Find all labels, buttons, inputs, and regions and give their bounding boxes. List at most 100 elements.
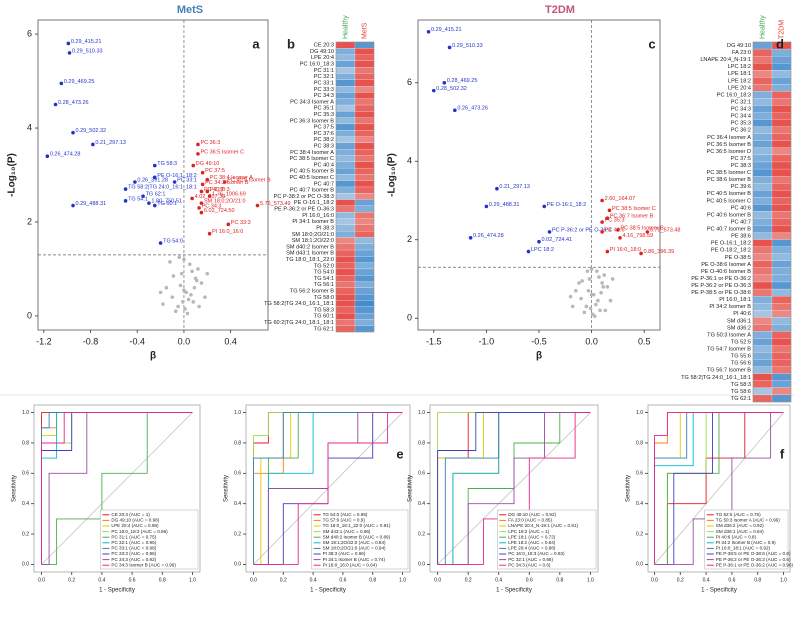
heatmap-cell xyxy=(771,267,792,276)
ns-point xyxy=(568,294,573,299)
ns-point xyxy=(600,281,604,285)
row-label: SM 18:1;2O/22:0 xyxy=(292,238,334,244)
legend-label: LPE 20:4 (AUC = 0.88) xyxy=(508,546,556,551)
row-label: PC 36:4 Isomer A xyxy=(707,135,751,141)
row-label: PE 38:6 xyxy=(731,234,751,240)
ns-point xyxy=(178,283,183,288)
row-label: SM d40:2 Isomer B xyxy=(286,244,334,250)
point-label: PC 38:4 Isomer A xyxy=(210,175,253,181)
heatmap-cell xyxy=(335,275,356,282)
heatmap-cell xyxy=(335,256,356,263)
roc-curve xyxy=(654,412,784,565)
sig-point xyxy=(91,142,95,147)
legend-label: SM 18:1;2O/22:0 (AUC = 0.84) xyxy=(323,540,386,545)
row-label: LPC 18:2 xyxy=(728,64,751,70)
heatmap-cell xyxy=(752,218,773,226)
row-label: PC 34:3 xyxy=(731,107,751,113)
heatmap-cell xyxy=(335,117,356,125)
row-label: PE O-16:1_18:2 xyxy=(294,200,334,206)
sig-point xyxy=(59,81,64,86)
heatmap-cell xyxy=(335,98,356,106)
x-tick-label: 0.0 xyxy=(585,336,598,346)
heatmap-cell xyxy=(752,260,773,268)
legend-label: PI 16:0_18:1 (AUC = 0.92) xyxy=(716,546,771,551)
row-label: TG 52:0 xyxy=(314,263,334,269)
point-label: 1.80_750.51 xyxy=(151,199,182,205)
y-tick-label: 1.0 xyxy=(636,410,643,416)
heatmap-cell xyxy=(752,281,773,290)
ns-point xyxy=(187,262,192,267)
heatmap-cell xyxy=(771,183,792,191)
heatmap-cell xyxy=(771,140,792,148)
heatmap-cell xyxy=(771,296,792,304)
y-tick-label: 0.8 xyxy=(22,440,29,446)
point-label: 0.21_297.13 xyxy=(499,184,530,190)
point-label: 0.26_391.28 xyxy=(137,177,168,183)
column-label: MetS xyxy=(361,22,368,39)
point-label: PC 33:3 xyxy=(231,220,251,226)
row-label: PC 38:5 Isomer C xyxy=(290,156,334,162)
sig-point xyxy=(71,203,75,208)
heatmap-cell xyxy=(752,204,773,212)
heatmap-cell xyxy=(354,73,375,80)
heatmap-cell xyxy=(354,218,375,225)
heatmap-cell xyxy=(752,190,773,198)
sig-point xyxy=(542,204,547,209)
legend-label: PC 33:1 (AUC = 0.98) xyxy=(111,546,156,551)
heatmap-cell xyxy=(335,186,356,194)
row-label: PC P-38:2 or PC O-38:3 xyxy=(274,194,334,200)
row-label: PC 40:7 Isomer B xyxy=(707,227,751,233)
ns-point xyxy=(587,277,592,281)
panel-letter: a xyxy=(252,36,260,51)
heatmap-cell xyxy=(752,41,773,50)
point-label: 0.28_502.32 xyxy=(436,86,467,92)
row-label: PI 38:3 xyxy=(316,225,334,231)
sig-point xyxy=(618,235,622,240)
heatmap-cell xyxy=(335,174,356,181)
sig-point xyxy=(442,80,447,85)
row-label: PC 36:5 Isomer D xyxy=(707,149,751,155)
point-label: 5.76_573.49 xyxy=(260,201,291,207)
heatmap-cell xyxy=(354,180,375,188)
heatmap-cell xyxy=(335,319,356,326)
x-tick-label: 0.8 xyxy=(556,577,563,583)
heatmap-cell xyxy=(335,218,356,225)
sig-point xyxy=(199,201,204,205)
point-label: TG 58:3 xyxy=(157,161,177,167)
legend-label: DG 49:10 (AUC = 0.98) xyxy=(111,518,159,523)
heatmap-cell xyxy=(752,225,773,233)
heatmap-cell xyxy=(335,142,356,150)
sig-point xyxy=(66,41,71,46)
heatmap-cell xyxy=(752,366,773,374)
row-label: PC 40:7 xyxy=(731,219,751,225)
legend-label: PC 33:3 (AUC = 0.96) xyxy=(111,551,156,556)
heatmap-cell xyxy=(335,193,356,200)
x-tick-label: 0.2 xyxy=(280,577,287,583)
point-label: TG 54:0 xyxy=(163,239,183,245)
point-label: 6.79_573.48 xyxy=(650,227,681,233)
ns-point xyxy=(590,312,595,317)
ns-point xyxy=(570,304,575,309)
y-tick-label: 0.4 xyxy=(22,501,29,507)
point-label: 0.29_502.32 xyxy=(76,128,107,134)
point-label: PC 35:3 xyxy=(605,218,625,224)
row-label: PI 16:0_16:0 xyxy=(302,213,334,219)
heatmap-cell xyxy=(335,306,356,314)
row-label: LPE 18:2 xyxy=(728,78,751,84)
ns-point xyxy=(190,269,194,274)
panel-letter: e xyxy=(396,446,403,461)
x-tick-label: 0.0 xyxy=(178,336,191,346)
heatmap-cell xyxy=(771,168,792,177)
point-label: 0.86_396.39 xyxy=(644,249,675,255)
heatmap-cell xyxy=(354,117,375,125)
heatmap-cell xyxy=(354,41,375,49)
column-label: T2DM xyxy=(778,20,785,39)
heatmap-cell xyxy=(354,237,375,244)
row-label: PC 34:3 xyxy=(314,93,334,99)
sig-point xyxy=(158,241,163,245)
row-label: LPE 20:4 xyxy=(728,85,751,91)
row-label: SM d43:1 Isomer B xyxy=(286,251,334,257)
point-label: PC 38:3 xyxy=(210,187,230,193)
roc-curve xyxy=(437,412,591,565)
heatmap-cell xyxy=(354,130,375,137)
